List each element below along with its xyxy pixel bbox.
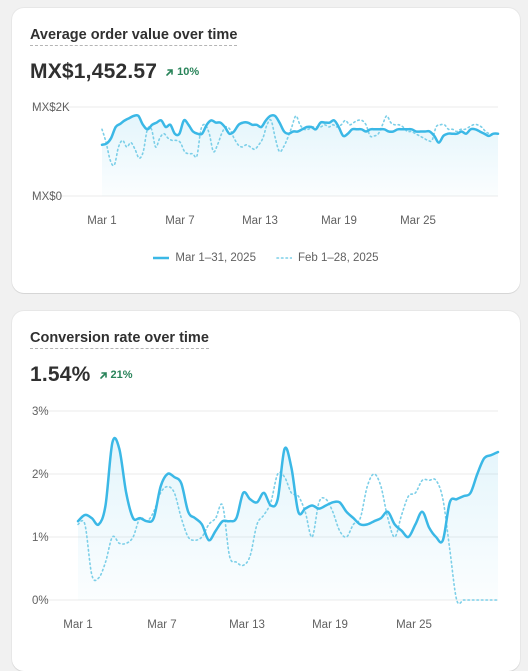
conversion-metric-row: 1.54% 21% [30, 363, 133, 387]
conversion-delta: 21% [110, 369, 133, 381]
y-tick-label: MX$0 [32, 191, 62, 203]
aov-title[interactable]: Average order value over time [30, 27, 238, 46]
y-tick-label: 2% [32, 469, 49, 481]
x-tick-label: Mar 1 [63, 619, 92, 631]
aov-legend: Mar 1–31, 2025 Feb 1–28, 2025 [12, 252, 520, 264]
y-tick-label: 0% [32, 595, 49, 607]
x-tick-label: Mar 7 [147, 619, 176, 631]
aov-delta-badge: 10% [165, 66, 199, 78]
arrow-up-right-icon [99, 371, 107, 379]
legend-label-current: Mar 1–31, 2025 [175, 252, 256, 264]
y-tick-label: 1% [32, 532, 49, 544]
aov-delta: 10% [177, 66, 200, 78]
aov-value: MX$1,452.57 [30, 60, 158, 83]
legend-item-current[interactable]: Mar 1–31, 2025 [153, 252, 256, 264]
conversion-delta-badge: 21% [99, 369, 133, 381]
x-tick-label: Mar 13 [229, 619, 265, 631]
series-line-previous[interactable] [101, 115, 499, 167]
series-area-fill [78, 438, 498, 600]
conversion-title[interactable]: Conversion rate over time [30, 330, 209, 349]
x-tick-label: Mar 19 [312, 619, 348, 631]
x-tick-label: Mar 7 [165, 215, 194, 227]
legend-dotted-line-icon [276, 257, 292, 259]
x-tick-label: Mar 13 [242, 215, 278, 227]
series-area-fill [102, 115, 498, 196]
x-tick-label: Mar 25 [396, 619, 432, 631]
y-tick-label: 3% [32, 406, 49, 418]
conversion-value: 1.54% [30, 363, 91, 386]
x-tick-label: Mar 25 [400, 215, 436, 227]
arrow-up-right-icon [166, 68, 173, 76]
aov-line-chart[interactable]: MX$2K MX$0 Mar 1 Mar 7 Mar 13 Mar 19 Mar 25 [12, 90, 520, 240]
aov-card: Average order value over time MX$1,452.5… [12, 8, 520, 293]
y-tick-label: MX$2K [32, 102, 70, 114]
legend-label-previous: Feb 1–28, 2025 [297, 252, 379, 264]
aov-metric-row: MX$1,452.57 10% [30, 60, 199, 84]
conversion-card: Conversion rate over time 1.54% 21% 3% 2%… [12, 311, 520, 671]
series-line-current[interactable] [100, 113, 500, 147]
conversion-line-chart[interactable]: 3% 2% 1% 0% Mar 1 Mar 7 Mar 13 Mar 19 Mar 25 [12, 401, 520, 641]
x-tick-label: Mar 19 [321, 215, 357, 227]
legend-solid-line-icon [153, 256, 170, 260]
series-line-current[interactable] [76, 436, 500, 544]
x-tick-label: Mar 1 [87, 215, 116, 227]
legend-item-previous[interactable]: Feb 1–28, 2025 [276, 252, 379, 264]
